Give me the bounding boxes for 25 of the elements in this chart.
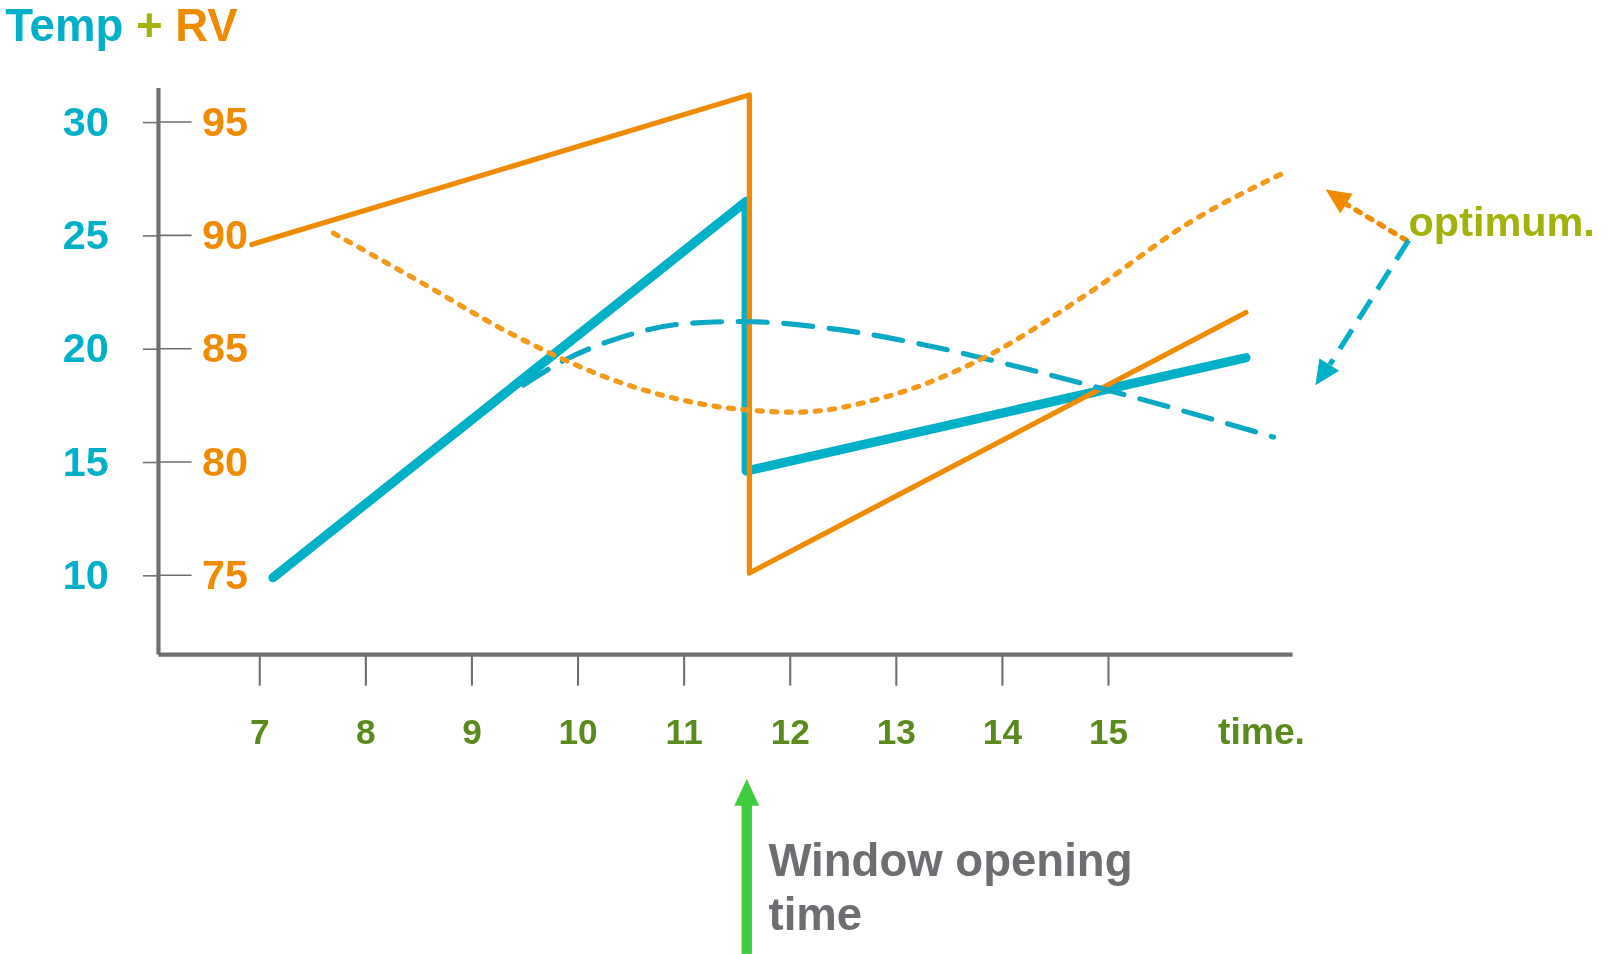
x-tick-label: 15 bbox=[1088, 711, 1129, 751]
y-tick-label: 15 bbox=[62, 438, 109, 485]
x-tick-label: 13 bbox=[876, 711, 916, 751]
x-tick-label: 14 bbox=[982, 711, 1023, 751]
y2-tick-label: 95 bbox=[201, 98, 249, 145]
text: + bbox=[123, 0, 176, 52]
y2-tick-label: 75 bbox=[201, 552, 249, 599]
y2-axis-title: RV bbox=[175, 0, 239, 52]
y-tick-label: 10 bbox=[62, 552, 109, 599]
x-tick-label: 11 bbox=[665, 711, 703, 751]
y2-tick-label: 80 bbox=[201, 438, 249, 485]
y-tick-label: 25 bbox=[62, 212, 109, 259]
x-tick-label: 12 bbox=[770, 711, 810, 751]
y-axis-title: Temp bbox=[5, 0, 124, 52]
x-tick-label: 8 bbox=[356, 711, 376, 751]
text: optimum. bbox=[1408, 199, 1595, 246]
text: Window opening time bbox=[768, 835, 1133, 941]
y2-tick-label: 85 bbox=[201, 325, 249, 372]
x-tick-label: 10 bbox=[558, 711, 598, 751]
y-tick-label: 30 bbox=[62, 98, 109, 145]
y2-tick-label: 90 bbox=[201, 212, 249, 259]
x-tick-label: 9 bbox=[462, 711, 482, 751]
x-tick-label: 7 bbox=[249, 711, 270, 751]
x-axis-title: time. bbox=[1218, 709, 1305, 752]
y-tick-label: 20 bbox=[62, 325, 109, 372]
